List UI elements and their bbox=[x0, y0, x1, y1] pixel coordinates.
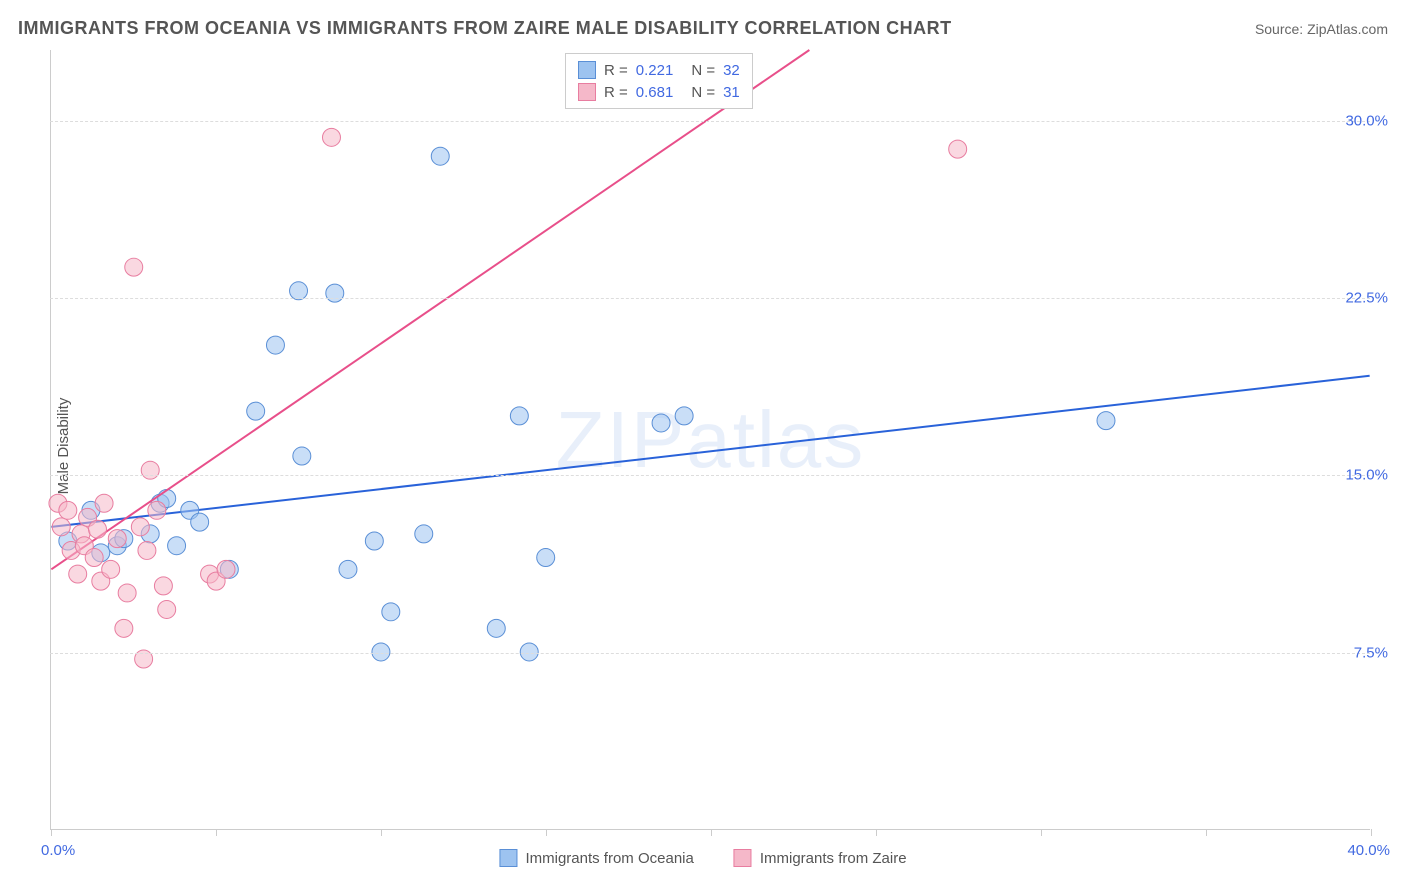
data-point bbox=[415, 525, 433, 543]
x-tick bbox=[1041, 829, 1042, 836]
data-point bbox=[949, 140, 967, 158]
data-point bbox=[382, 603, 400, 621]
data-point bbox=[510, 407, 528, 425]
n-label: N = bbox=[691, 84, 715, 101]
data-point bbox=[148, 501, 166, 519]
data-point bbox=[293, 447, 311, 465]
swatch-zaire-bottom bbox=[734, 849, 752, 867]
data-point bbox=[102, 560, 120, 578]
series-name-oceania: Immigrants from Oceania bbox=[525, 850, 693, 867]
x-tick bbox=[876, 829, 877, 836]
data-point bbox=[217, 560, 235, 578]
data-point bbox=[652, 414, 670, 432]
regression-line bbox=[51, 376, 1369, 527]
chart-title: IMMIGRANTS FROM OCEANIA VS IMMIGRANTS FR… bbox=[18, 18, 952, 39]
data-point bbox=[85, 549, 103, 567]
x-tick bbox=[711, 829, 712, 836]
data-point bbox=[1097, 412, 1115, 430]
legend-item-oceania: Immigrants from Oceania bbox=[499, 849, 693, 867]
r-label: R = bbox=[604, 84, 628, 101]
data-point bbox=[59, 501, 77, 519]
data-point bbox=[69, 565, 87, 583]
y-tick-label: 7.5% bbox=[1354, 644, 1388, 661]
data-point bbox=[191, 513, 209, 531]
x-tick bbox=[216, 829, 217, 836]
data-point bbox=[487, 619, 505, 637]
x-tick bbox=[1371, 829, 1372, 836]
series-legend: Immigrants from Oceania Immigrants from … bbox=[499, 849, 906, 867]
r-label: R = bbox=[604, 62, 628, 79]
data-point bbox=[131, 518, 149, 536]
y-tick-label: 15.0% bbox=[1345, 467, 1388, 484]
data-point bbox=[88, 520, 106, 538]
x-tick bbox=[381, 829, 382, 836]
x-tick bbox=[51, 829, 52, 836]
r-value-oceania: 0.221 bbox=[636, 62, 674, 79]
r-value-zaire: 0.681 bbox=[636, 84, 674, 101]
x-tick-label-0: 0.0% bbox=[41, 842, 75, 859]
data-point bbox=[158, 600, 176, 618]
data-point bbox=[326, 284, 344, 302]
legend-item-zaire: Immigrants from Zaire bbox=[734, 849, 907, 867]
source-label: Source: ZipAtlas.com bbox=[1255, 21, 1388, 37]
data-point bbox=[322, 128, 340, 146]
grid-line bbox=[50, 653, 1370, 654]
data-point bbox=[675, 407, 693, 425]
x-tick bbox=[546, 829, 547, 836]
data-point bbox=[108, 530, 126, 548]
n-value-oceania: 32 bbox=[723, 62, 740, 79]
data-point bbox=[125, 258, 143, 276]
data-point bbox=[115, 619, 133, 637]
data-point bbox=[154, 577, 172, 595]
legend-row-zaire: R = 0.681 N = 31 bbox=[578, 81, 740, 103]
data-point bbox=[141, 461, 159, 479]
scatter-svg bbox=[51, 50, 1370, 829]
grid-line bbox=[50, 298, 1370, 299]
data-point bbox=[431, 147, 449, 165]
y-tick-label: 30.0% bbox=[1345, 112, 1388, 129]
data-point bbox=[266, 336, 284, 354]
y-tick-label: 22.5% bbox=[1345, 290, 1388, 307]
n-label: N = bbox=[691, 62, 715, 79]
chart-plot-area: ZIPatlas 0.0% 40.0% bbox=[50, 50, 1370, 830]
data-point bbox=[365, 532, 383, 550]
x-tick-label-40: 40.0% bbox=[1347, 842, 1390, 859]
regression-line bbox=[51, 50, 809, 569]
data-point bbox=[95, 494, 113, 512]
data-point bbox=[537, 549, 555, 567]
swatch-zaire bbox=[578, 83, 596, 101]
grid-line bbox=[50, 475, 1370, 476]
data-point bbox=[168, 537, 186, 555]
n-value-zaire: 31 bbox=[723, 84, 740, 101]
data-point bbox=[339, 560, 357, 578]
correlation-legend: R = 0.221 N = 32 R = 0.681 N = 31 bbox=[565, 53, 753, 109]
grid-line bbox=[50, 121, 1370, 122]
legend-row-oceania: R = 0.221 N = 32 bbox=[578, 59, 740, 81]
data-point bbox=[118, 584, 136, 602]
series-name-zaire: Immigrants from Zaire bbox=[760, 850, 907, 867]
data-point bbox=[52, 518, 70, 536]
swatch-oceania-bottom bbox=[499, 849, 517, 867]
data-point bbox=[138, 541, 156, 559]
data-point bbox=[247, 402, 265, 420]
swatch-oceania bbox=[578, 61, 596, 79]
data-point bbox=[290, 282, 308, 300]
x-tick bbox=[1206, 829, 1207, 836]
